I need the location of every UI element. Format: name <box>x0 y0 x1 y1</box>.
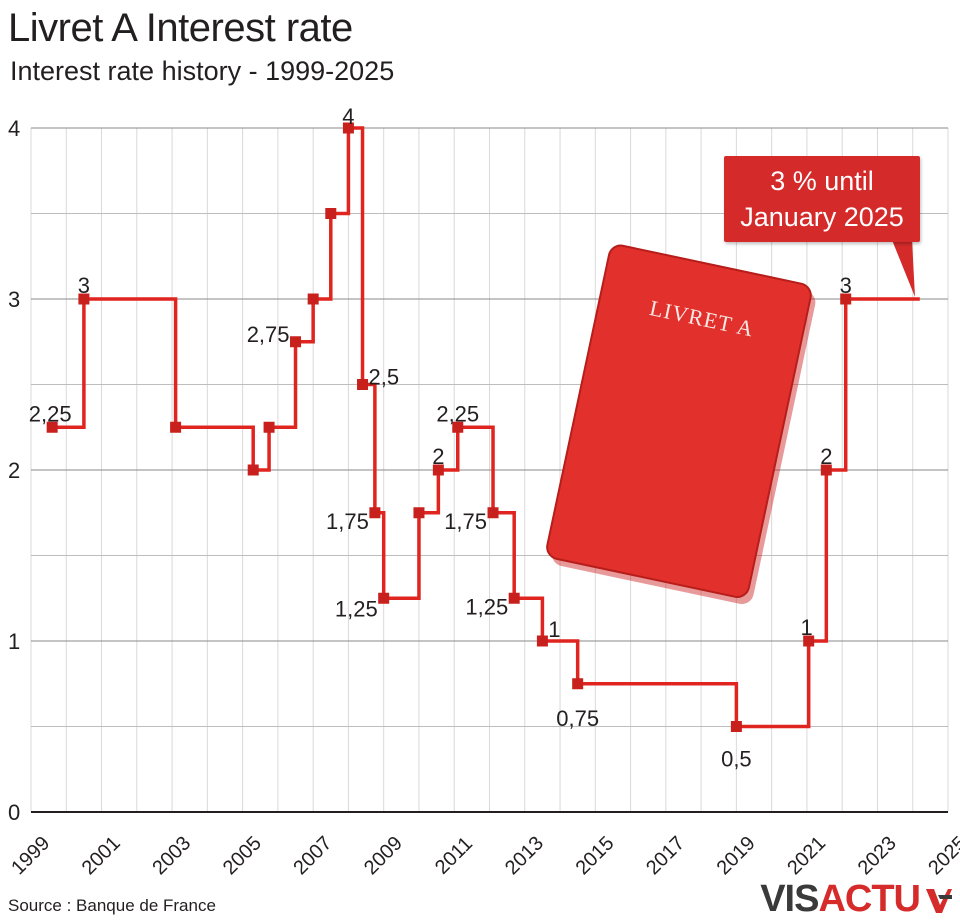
data-point <box>536 635 548 647</box>
data-label: 0,75 <box>556 706 599 731</box>
data-point <box>840 293 852 305</box>
x-tick-label: 2007 <box>289 832 336 879</box>
y-tick-label: 1 <box>8 629 20 654</box>
x-tick-label: 2021 <box>783 832 830 879</box>
data-label: 1 <box>548 617 560 642</box>
y-tick-label: 4 <box>8 116 20 141</box>
annotation-callout: 3 % until January 2025 <box>724 156 920 242</box>
data-point <box>432 464 444 476</box>
data-label: 1,25 <box>465 594 508 619</box>
x-tick-label: 2011 <box>431 833 477 879</box>
data-label: 1,75 <box>444 509 487 534</box>
data-label: 1,75 <box>326 509 369 534</box>
data-point <box>730 721 742 732</box>
x-tick-label: 2019 <box>713 832 760 879</box>
data-labels: 2,25 3 2,75 4 2,5 1,75 1,25 2 2,25 1,75 1,25 1 0,75 0… <box>29 104 852 772</box>
x-tick-label: 2017 <box>642 832 689 879</box>
data-label: 2,5 <box>369 365 400 390</box>
x-tick-label: 2023 <box>854 832 901 879</box>
data-label: 2 <box>820 444 832 469</box>
x-tick-label: 2003 <box>148 832 195 879</box>
data-point <box>487 507 499 519</box>
data-point <box>508 592 520 604</box>
x-tick-label: 2005 <box>219 832 266 879</box>
data-point <box>263 421 275 433</box>
data-point <box>78 293 90 305</box>
data-point <box>307 293 319 305</box>
livret-a-booklet: LIVRET A <box>546 244 816 605</box>
annotation-line-2: January 2025 <box>740 202 904 232</box>
data-label: 3 <box>78 273 90 298</box>
y-tick-label: 0 <box>8 800 20 825</box>
data-point <box>290 336 302 348</box>
data-point <box>357 379 369 390</box>
markers <box>46 122 852 732</box>
series-line <box>52 126 920 729</box>
data-label: 2,25 <box>29 401 72 426</box>
data-point <box>378 592 390 604</box>
logo-mark-icon <box>926 888 952 913</box>
series-step-line <box>52 126 920 729</box>
data-point <box>170 421 182 433</box>
y-tick-label: 2 <box>8 458 20 483</box>
annotation-line-1: 3 % until <box>770 166 874 196</box>
booklet-cover <box>547 245 811 597</box>
x-tick-label: 2001 <box>78 832 125 879</box>
data-point <box>342 122 354 134</box>
data-point <box>369 507 381 519</box>
brand-logo: VIS ACTU <box>760 878 952 921</box>
data-point <box>803 635 815 647</box>
data-point <box>413 507 425 519</box>
x-tick-label: 2013 <box>501 832 548 879</box>
data-point <box>572 678 584 690</box>
data-label: 2,25 <box>436 401 479 426</box>
logo-text-part1: VIS <box>760 878 819 920</box>
data-point <box>325 208 337 219</box>
data-label: 1 <box>801 615 813 640</box>
data-point <box>452 421 464 433</box>
callout-tail <box>892 240 915 297</box>
chart-title: Livret A Interest rate <box>8 6 353 50</box>
x-tick-label: 2025 <box>924 832 960 879</box>
data-label: 2 <box>432 444 444 469</box>
x-tick-label: 2015 <box>572 832 619 879</box>
data-label: 3 <box>840 273 852 298</box>
data-point <box>820 464 832 476</box>
data-label: 4 <box>342 104 354 129</box>
data-point <box>46 421 58 433</box>
data-label: 1,25 <box>335 596 378 621</box>
y-tick-label: 3 <box>8 287 20 312</box>
data-point <box>247 464 259 476</box>
chart-subtitle: Interest rate history - 1999-2025 <box>10 56 395 86</box>
logo-text-part2: ACTU <box>818 878 921 920</box>
x-tick-label: 2009 <box>360 832 407 879</box>
x-tick-label: 1999 <box>7 832 54 879</box>
data-label: 0,5 <box>721 747 752 772</box>
data-label: 2,75 <box>247 322 290 347</box>
source-text: Source : Banque de France <box>8 896 216 915</box>
